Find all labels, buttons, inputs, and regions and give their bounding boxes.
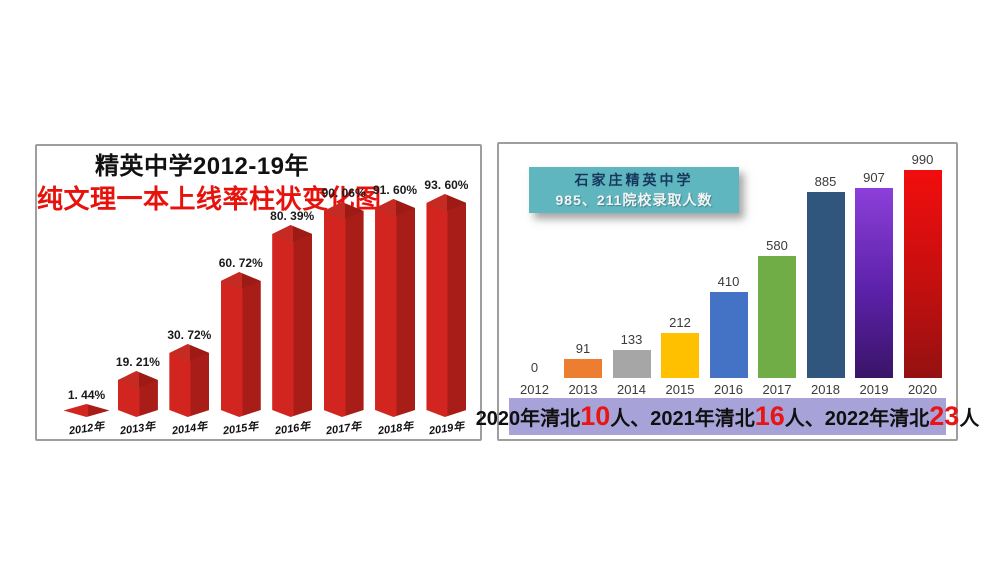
right-bar-group: 990 2020	[899, 152, 946, 397]
right-x-axis-label: 2017	[762, 382, 792, 397]
left-bar-value-label: 91. 60%	[373, 183, 418, 197]
right-chart-title: 石家庄精英中学	[574, 172, 694, 188]
right-x-axis-label: 2018	[811, 382, 840, 397]
left-x-axis-label: 2019年	[428, 420, 465, 438]
left-bar-group: 93. 60% 2019年	[421, 178, 472, 437]
right-bar-group: 580 2017	[754, 238, 801, 397]
right-bar-column	[709, 292, 748, 378]
left-bar-top-face	[221, 272, 261, 290]
right-bar-value-label: 0	[530, 360, 539, 375]
right-x-axis-label: 2020	[908, 382, 937, 397]
left-bar-value-label: 93. 60%	[424, 178, 469, 192]
right-bar-value-label: 907	[863, 170, 885, 185]
right-bar-value-label: 990	[911, 152, 934, 167]
left-chart-plot-area: 1. 44% 2012年 19. 21% 2013年 30. 72% 2014年 60. 7…	[61, 165, 472, 437]
right-x-axis-label: 2014	[617, 382, 646, 397]
left-bar-group: 30. 72% 2014年	[164, 328, 215, 437]
left-bar-top-face	[324, 202, 364, 220]
right-bar-value-label: 212	[669, 315, 691, 330]
banner-highlight-number: 16	[754, 401, 785, 431]
right-x-axis-label: 2016	[714, 382, 743, 397]
left-bar-3d-column	[118, 371, 158, 417]
banner-text: 2021年清北	[650, 408, 755, 430]
right-x-axis-label: 2013	[568, 382, 598, 397]
left-x-axis-label: 2014年	[171, 420, 208, 438]
right-bar-column	[903, 170, 942, 378]
left-bar-3d-column	[324, 202, 364, 417]
right-x-axis-label: 2012	[520, 382, 549, 397]
left-x-axis-label: 2013年	[119, 420, 157, 438]
right-chart-banner: 2020年清北 10 人、 2021年清北 16 人、 2022年清北 23 人	[476, 398, 979, 435]
right-bar-value-label: 91	[575, 341, 591, 356]
left-bar-group: 1. 44% 2012年	[61, 388, 112, 437]
right-x-axis-label: 2015	[665, 382, 695, 397]
right-chart-subtitle: 985、211院校录取人数	[555, 192, 713, 208]
left-bar-value-label: 90. 06%	[321, 186, 366, 200]
right-bar-group: 133 2014	[608, 332, 655, 397]
left-bar-value-label: 1. 44%	[67, 388, 106, 402]
left-x-axis-label: 2012年	[68, 420, 106, 438]
banner-text: 2020年清北	[475, 408, 581, 430]
right-bar-column	[758, 256, 796, 378]
banner-text: 2022年清北	[824, 408, 930, 430]
banner-text: 人、	[610, 408, 651, 430]
left-chart-subtitle: 纯文理一本上线率柱状变化图	[37, 184, 382, 214]
left-bar-top-face	[426, 194, 466, 212]
left-bar-3d-column	[375, 199, 415, 417]
left-bar-3d-column	[426, 194, 466, 417]
right-bar-group: 885 2018	[802, 174, 849, 397]
banner-text: 人、	[784, 408, 825, 430]
left-bar-group: 19. 21% 2013年	[112, 355, 163, 437]
left-bar-3d-column	[169, 344, 209, 417]
left-bar-group: 80. 39% 2016年	[267, 209, 318, 437]
right-bar-column	[806, 192, 845, 378]
right-bar-group: 91 2013	[560, 341, 607, 397]
right-bar-value-label: 133	[620, 332, 643, 347]
banner-text: 人	[959, 408, 980, 430]
right-bar-column	[612, 350, 651, 378]
left-bar-value-label: 60. 72%	[218, 256, 263, 270]
left-bar-top-face	[272, 225, 312, 243]
left-bar-top-face	[375, 199, 415, 217]
right-chart-panel: 石家庄精英中学 985、211院校录取人数 0 2012 91 2013 133 2014…	[476, 142, 979, 441]
left-bar-3d-column	[221, 272, 261, 417]
right-chart-title-box: 石家庄精英中学 985、211院校录取人数	[529, 167, 739, 213]
left-chart-panel: 精英中学2012-19年 纯文理一本上线率柱状变化图 1. 44% 2012年 19…	[35, 144, 482, 441]
right-bar-column	[564, 359, 602, 378]
right-bar-value-label: 885	[814, 174, 837, 189]
right-bar-group: 907 2019	[851, 170, 898, 397]
left-bar-value-label: 30. 72%	[167, 328, 212, 342]
left-bar-group: 91. 60% 2018年	[370, 183, 421, 437]
left-bar-3d-column	[272, 225, 312, 417]
right-bar-group: 0 2012	[511, 360, 558, 397]
left-bar-top-face	[118, 371, 158, 389]
left-bar-value-label: 19. 21%	[115, 355, 160, 369]
right-bar-column	[855, 188, 893, 378]
right-bar-value-label: 410	[717, 274, 740, 289]
left-bar-3d-flat	[63, 404, 110, 417]
left-x-axis-label: 2017年	[325, 420, 363, 438]
right-bar-group: 410 2016	[705, 274, 752, 397]
left-x-axis-label: 2018年	[376, 420, 414, 438]
left-x-axis-label: 2015年	[222, 420, 260, 438]
banner-highlight-number: 23	[929, 401, 960, 431]
left-bar-value-label: 80. 39%	[270, 209, 315, 223]
right-bar-group: 212 2015	[657, 315, 704, 397]
left-bar-group: 60. 72% 2015年	[215, 256, 266, 437]
left-chart-titles: 精英中学2012-19年 纯文理一本上线率柱状变化图	[37, 152, 382, 216]
banner-highlight-number: 10	[580, 401, 611, 431]
left-bar-group: 90. 06% 2017年	[318, 186, 369, 437]
right-bar-column	[661, 333, 699, 378]
right-chart-plot-area: 0 2012 91 2013 133 2014 212 2015 410 2016 580 2017 8…	[511, 148, 946, 397]
left-chart-title: 精英中学2012-19年	[94, 153, 310, 180]
left-x-axis-label: 2016年	[273, 420, 311, 438]
right-bar-value-label: 580	[766, 238, 788, 253]
left-bar-top-face	[169, 344, 209, 362]
right-x-axis-label: 2019	[859, 382, 889, 397]
